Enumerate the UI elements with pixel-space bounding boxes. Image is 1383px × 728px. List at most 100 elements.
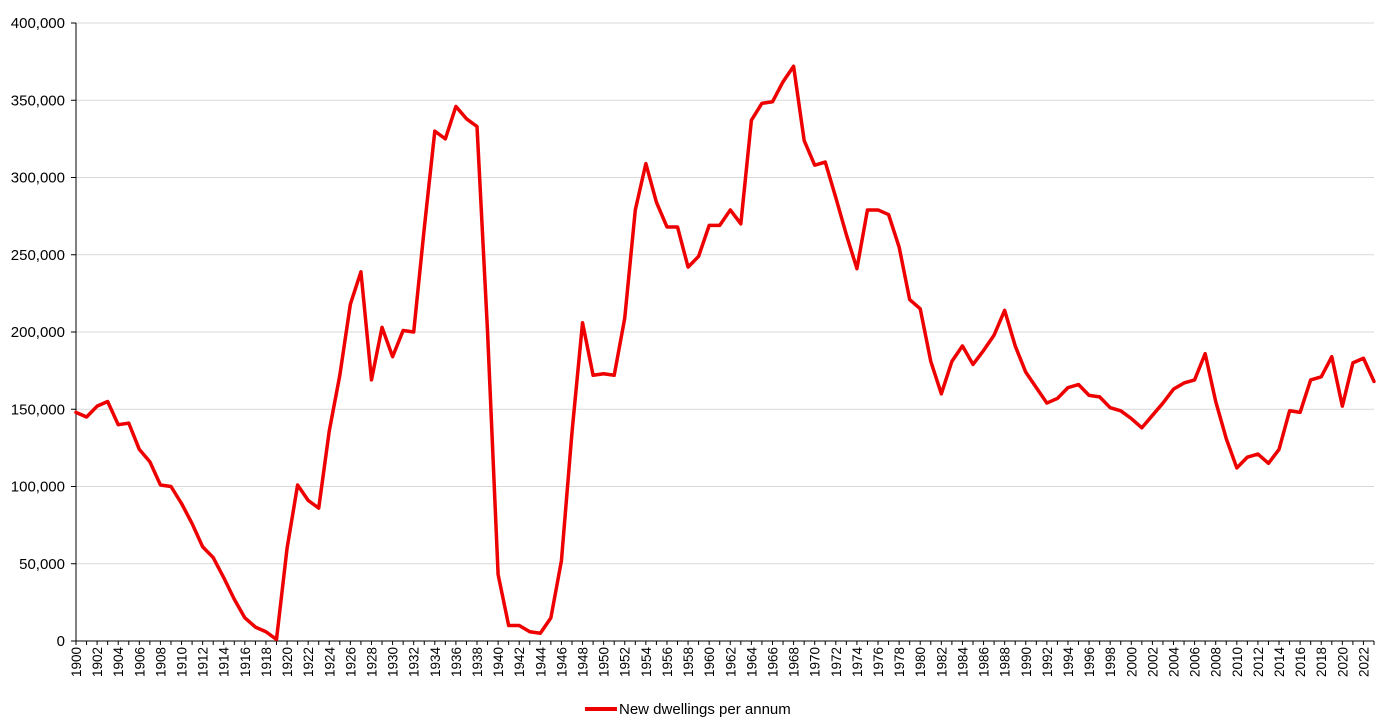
x-tick-label: 2014 (1272, 647, 1287, 678)
x-tick-label: 1938 (470, 647, 485, 677)
y-tick-label: 300,000 (11, 170, 65, 187)
data-point (919, 308, 922, 310)
data-point (170, 485, 172, 488)
data-point (824, 161, 827, 163)
data-point (592, 374, 594, 377)
legend: New dwellings per annum (585, 700, 791, 718)
x-tick-label: 1970 (808, 647, 823, 677)
data-point (687, 266, 689, 268)
x-tick-label: 1902 (90, 647, 105, 677)
x-tick-label: 1924 (322, 647, 337, 678)
x-tick-label: 2012 (1251, 647, 1266, 677)
legend-label: New dwellings per annum (619, 700, 791, 718)
data-point (1151, 414, 1154, 417)
x-tick-label: 1912 (196, 647, 211, 677)
data-point (792, 65, 795, 68)
x-tick-label: 1914 (217, 647, 232, 678)
data-point (159, 484, 162, 486)
data-point (265, 630, 267, 633)
data-point (729, 209, 732, 211)
data-point (1288, 409, 1291, 412)
data-point (1077, 383, 1080, 386)
x-tick-label: 1910 (175, 647, 190, 677)
x-tick-label: 2006 (1188, 647, 1203, 677)
x-tick-label: 1958 (681, 647, 696, 677)
data-point (85, 416, 88, 418)
data-point (929, 360, 932, 363)
data-point (275, 638, 278, 641)
x-tick-label: 1946 (554, 647, 569, 677)
x-tick-label: 1962 (723, 647, 738, 677)
x-tick-label: 1904 (111, 647, 126, 678)
x-tick-label: 1936 (449, 647, 464, 677)
data-point (391, 355, 394, 358)
data-point (1003, 309, 1006, 312)
data-point (866, 209, 869, 211)
x-tick-label: 1976 (871, 647, 886, 677)
legend-swatch (585, 707, 617, 711)
data-point (455, 105, 457, 108)
data-point (898, 246, 900, 248)
data-point (1119, 409, 1122, 412)
data-point (1309, 379, 1312, 381)
data-point (550, 617, 552, 619)
x-tick-label: 1908 (153, 647, 168, 677)
x-tick-label: 1954 (639, 647, 654, 678)
data-point (1373, 380, 1375, 383)
data-point (412, 331, 415, 333)
data-point (1299, 411, 1301, 414)
x-tick-label: 1974 (850, 647, 865, 678)
data-point (507, 624, 510, 627)
data-point (75, 411, 77, 414)
data-point (307, 499, 309, 502)
y-tick-label: 400,000 (11, 15, 65, 32)
data-point (697, 255, 700, 258)
data-point (476, 125, 478, 128)
data-point (444, 138, 447, 140)
y-tick-label: 250,000 (11, 247, 65, 264)
x-tick-label: 1988 (998, 647, 1013, 677)
data-point (740, 223, 742, 225)
x-tick-label: 1990 (1019, 647, 1034, 677)
data-point (655, 201, 658, 204)
data-point (982, 349, 985, 352)
x-tick-label: 1918 (259, 647, 274, 677)
data-point (581, 321, 584, 324)
data-point (940, 393, 943, 395)
x-axis-ticks: 1900 1902 1904 1906 1908 1910 1912 1914 1916 1918… (69, 641, 1375, 678)
data-point (1088, 394, 1090, 397)
data-point (1109, 406, 1111, 409)
data-point (560, 559, 563, 562)
x-tick-label: 1930 (386, 647, 401, 677)
data-point (254, 626, 257, 628)
data-point (1172, 388, 1175, 390)
x-tick-label: 1992 (1040, 647, 1055, 677)
x-tick-label: 1922 (301, 647, 316, 677)
data-point (191, 522, 193, 525)
data-point (676, 226, 679, 228)
data-point (1214, 400, 1217, 403)
data-point (750, 119, 753, 122)
data-point (360, 270, 362, 273)
data-point (328, 430, 331, 432)
line-chart: 0 50,000 100,000 150,000 200,000 250,000 300,0… (11, 15, 1376, 678)
data-point (201, 545, 204, 548)
x-tick-label: 2016 (1293, 647, 1308, 677)
data-point (571, 431, 573, 434)
data-point (845, 233, 848, 236)
x-tick-label: 2000 (1124, 647, 1139, 677)
y-tick-label: 50,000 (19, 556, 65, 573)
x-tick-label: 1926 (343, 647, 358, 677)
x-tick-label: 2004 (1166, 647, 1181, 678)
x-tick-label: 1932 (407, 647, 422, 677)
x-tick-label: 2008 (1209, 647, 1224, 677)
data-point (877, 209, 879, 211)
x-tick-label: 1972 (829, 647, 844, 677)
data-point (613, 374, 615, 377)
data-point (1141, 426, 1143, 429)
data-point (539, 632, 542, 635)
data-point (1056, 397, 1059, 400)
data-point (96, 405, 98, 407)
data-point (1024, 371, 1027, 373)
data-point (1046, 402, 1048, 404)
